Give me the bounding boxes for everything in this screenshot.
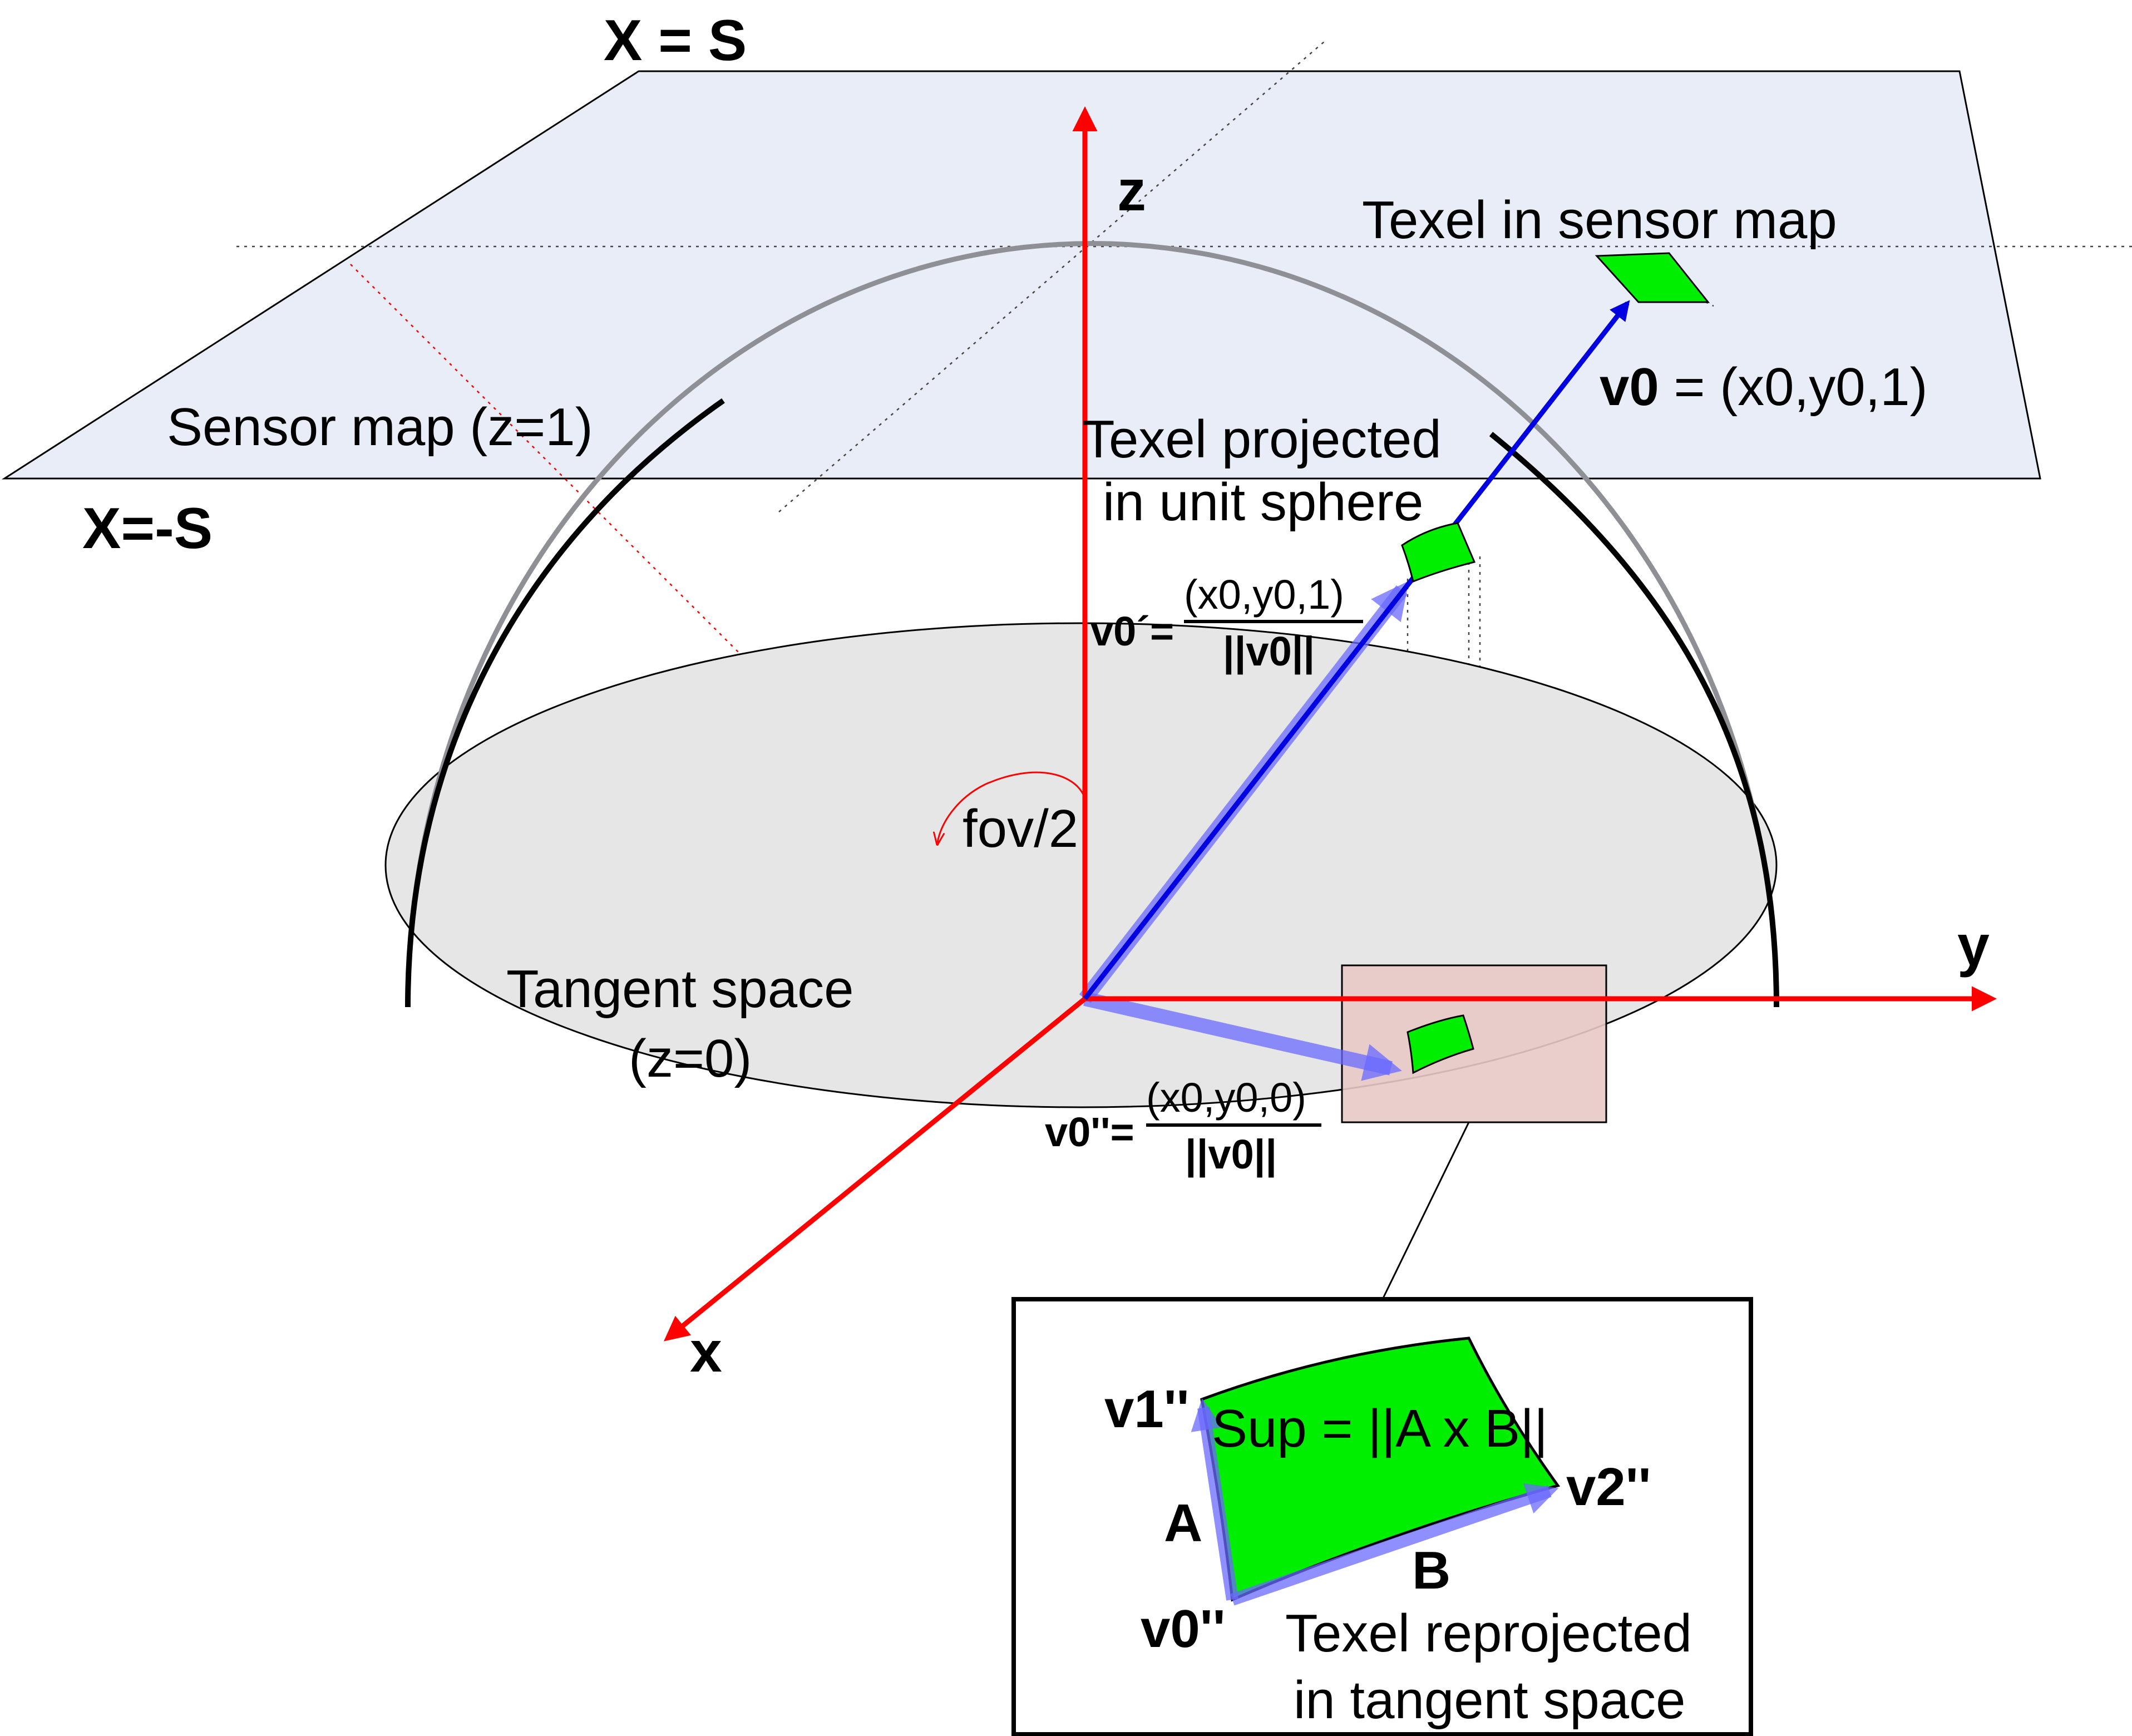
label-z-axis: z: [1117, 159, 1146, 223]
label-v0-prime-denominator: ||v0||: [1223, 628, 1315, 675]
inset-label-b: B: [1412, 1541, 1450, 1600]
unit-hemisphere-back: [405, 241, 1779, 1008]
label-y-axis: y: [1957, 914, 1990, 978]
inset-label-sup-formula: Sup = ||A x B||: [1212, 1399, 1548, 1458]
label-v0-double-prime-denominator: ||v0||: [1185, 1131, 1277, 1178]
unit-hemisphere-right: [1489, 432, 1779, 1008]
label-v0-prime-numerator: (x0,y0,1): [1184, 571, 1344, 618]
sensor-map-plane: [1, 70, 2041, 480]
label-texel-projected-line1: Texel projected: [1082, 410, 1442, 469]
inset-caption-line2: in tangent space: [1294, 1670, 1686, 1730]
label-x-eq-neg-s: X=-S: [82, 496, 213, 561]
label-tangent-space-line1: Tangent space: [506, 959, 853, 1019]
label-v0-definition: v0 = (x0,y0,1): [1600, 357, 1928, 417]
texel-sensor-map: [1595, 252, 1710, 303]
inset-leader-line: [1381, 1122, 1470, 1300]
label-tangent-space-line2: (z=0): [629, 1029, 752, 1088]
inset-label-v1: v1'': [1104, 1379, 1189, 1439]
label-v0-double-prime-lhs: v0''=: [1045, 1109, 1134, 1155]
label-v0-prime-lhs: v0´=: [1090, 608, 1174, 654]
label-x-axis: x: [690, 1320, 722, 1384]
label-v0-double-prime-numerator: (x0,y0,0): [1146, 1074, 1306, 1121]
v0-vector: [1083, 300, 1630, 1000]
inset-label-a: A: [1164, 1493, 1202, 1553]
label-v0-rest: = (x0,y0,1): [1659, 357, 1928, 417]
vector-a: [1191, 1398, 1238, 1601]
x-axis: [664, 997, 1087, 1342]
fov-arc: [937, 771, 1085, 843]
texel-highlight-box: [1341, 964, 1607, 1123]
texel-unit-sphere: [1401, 522, 1476, 583]
label-sensor-map: Sensor map (z=1): [167, 397, 593, 457]
inset-caption-line1: Texel reprojected: [1285, 1604, 1692, 1663]
vector-b: [1230, 1483, 1559, 1606]
unit-hemisphere-left: [405, 398, 725, 1008]
v0-double-prime-vector: [1083, 992, 1402, 1081]
label-v0-bold: v0: [1600, 357, 1659, 417]
label-texel-in-sensor-map: Texel in sensor map: [1362, 190, 1837, 250]
inset-label-v2: v2'': [1566, 1457, 1651, 1517]
label-texel-projected-line2: in unit sphere: [1103, 472, 1423, 532]
label-x-eq-s: X = S: [604, 8, 747, 73]
inset-label-v0: v0'': [1141, 1599, 1225, 1659]
label-fov: fov/2: [963, 799, 1078, 859]
texel-tangent-space: [1406, 1014, 1474, 1074]
